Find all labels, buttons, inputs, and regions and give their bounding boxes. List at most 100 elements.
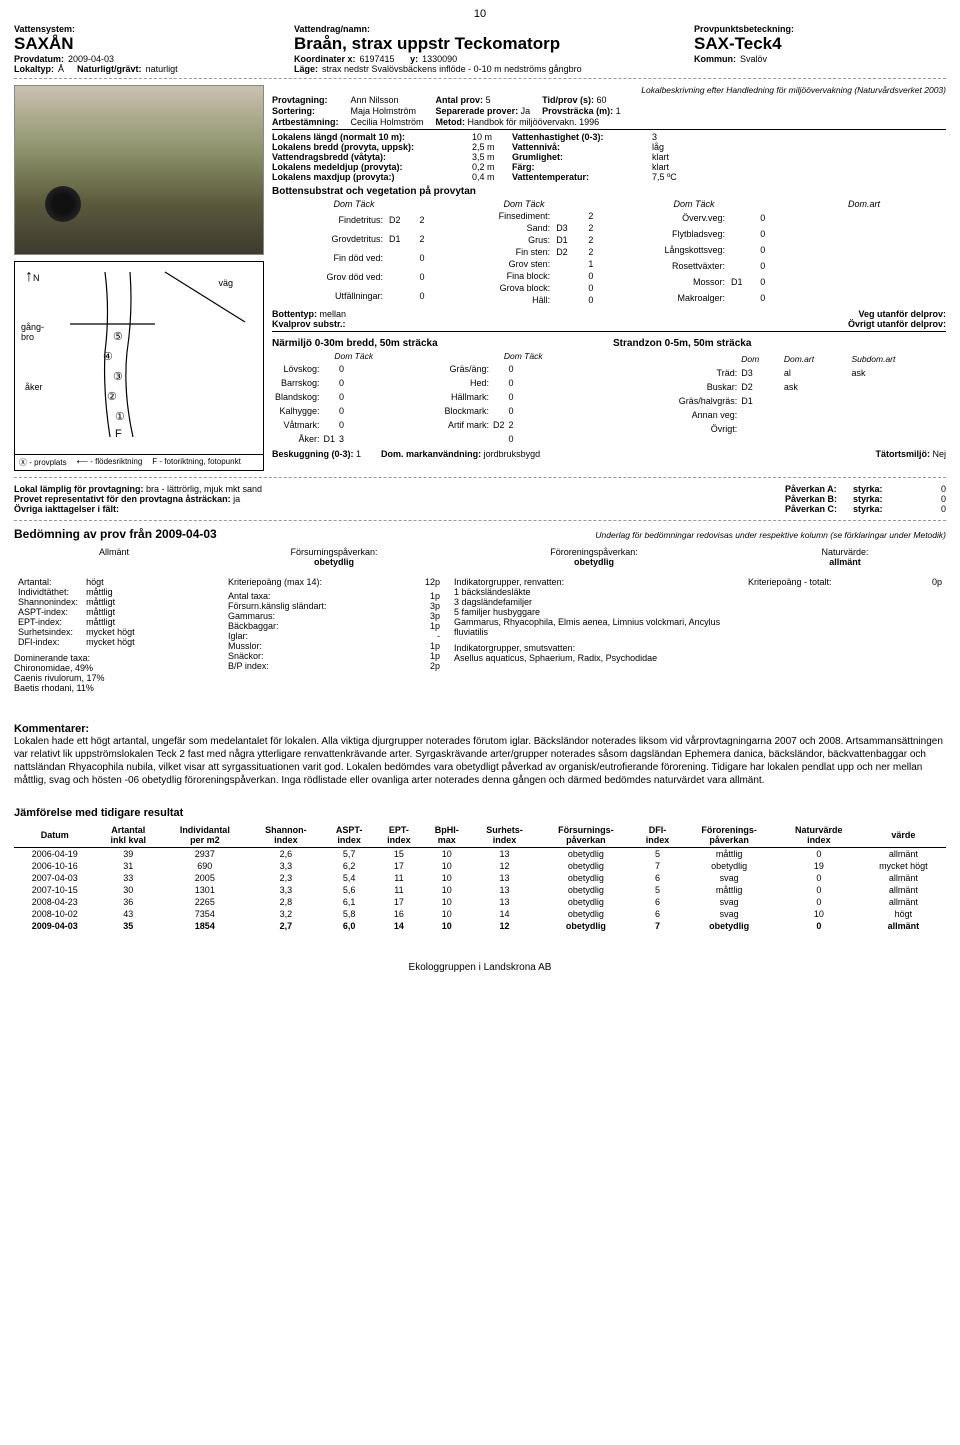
legend-foto: F - fotoriktning, fotopunkt [152, 457, 241, 468]
antal-k: Antal prov: [436, 95, 484, 105]
lamplig-v2: ja [233, 494, 240, 504]
top-block: ↑N väg gång- bro åker F ⑤ ④ ③ ② ① Ⓧ - pr… [14, 85, 946, 471]
provstracka: 1 [616, 106, 621, 116]
lokaltyp-label: Lokaltyp: [14, 64, 54, 74]
allmant-col: Artantal:högtIndividtäthet:måttligShanno… [14, 577, 214, 693]
artbest-k: Artbestämning: [272, 117, 339, 127]
provpunkt: SAX-Teck4 [694, 34, 946, 54]
assessment-grid: Allmänt Försurningspåverkan:obetydlig Fö… [14, 547, 946, 693]
paverkan-block: Påverkan A:styrka:0 Påverkan B:styrka:0 … [785, 484, 946, 514]
lage: strax nedstr Svalövsbäckens inflöde - 0-… [322, 64, 582, 74]
lamplig-v1: bra - lättrörlig, mjuk mkt sand [146, 484, 262, 494]
site-map: ↑N väg gång- bro åker F ⑤ ④ ③ ② ① Ⓧ - pr… [14, 261, 264, 471]
bedom-underlag: Underlag för bedömningar redovisas under… [595, 530, 946, 540]
bottentyp-k: Bottentyp: [272, 309, 317, 319]
legend-provplats: Ⓧ - provplats [19, 457, 67, 468]
sortering-k: Sortering: [272, 106, 339, 116]
provtagning: Ann Nilsson [351, 95, 424, 105]
ovrigt-utan-k: Övrigt utanför delprov: [848, 319, 946, 329]
legend-flow: ⟵ - flödesriktning [77, 457, 143, 468]
lokal-rows: Lokalens längd (normalt 10 m):10 mVatten… [272, 132, 946, 182]
colh-3: Dom Täck [612, 199, 776, 209]
tid-k: Tid/prov (s): [542, 95, 594, 105]
footer: Ekologgruppen i Landskrona AB [14, 962, 946, 973]
provdatum-label: Provdatum: [14, 54, 64, 64]
kommentar-text: Lokalen hade ett högt artantal, ungefär … [14, 735, 946, 787]
artbest: Cecilia Holmström [351, 117, 424, 127]
map-num-5: ⑤ [113, 330, 123, 343]
veg-utan-k: Veg utanför delprov: [858, 309, 946, 319]
bottentyp: mellan [320, 309, 347, 319]
map-legend: Ⓧ - provplats ⟵ - flödesriktning F - fot… [15, 454, 263, 470]
lamplig-k1: Lokal lämplig för provtagning: [14, 484, 144, 494]
pav-c-k: Påverkan C: [785, 504, 837, 514]
natur-col: Kriteriepoäng - totalt:0p [744, 577, 946, 693]
colh-1: Dom Täck [272, 199, 436, 209]
domtaxa-k: Dominerande taxa: [14, 653, 214, 663]
botten-title: Bottensubstrat och vegetation på provyta… [272, 186, 946, 197]
lamplig-k3: Övriga iakttagelser i fält: [14, 504, 119, 514]
pav-a-k: Påverkan A: [785, 484, 837, 494]
vattendrag-label: Vattendrag/namn: [294, 24, 694, 34]
sep: Ja [521, 106, 531, 116]
provdatum: 2009-04-03 [68, 54, 114, 64]
dommark: jordbruksbygd [484, 449, 541, 459]
provpunkt-label: Provpunktsbeteckning: [694, 24, 946, 34]
nat: naturligt [146, 64, 178, 74]
kommun-label: Kommun: [694, 54, 736, 64]
narmiljo-title1: Närmiljö 0-30m bredd, 50m sträcka [272, 338, 605, 349]
natur-v: allmänt [744, 557, 946, 567]
pav-c: 0 [941, 504, 946, 514]
indik-ren-k: Indikatorgrupper, renvatten: [454, 577, 734, 587]
botten-substrate: Dom Täck Dom Täck Dom Täck Dom.art Finde… [272, 199, 946, 307]
kommentar-title: Kommentarer: [14, 723, 946, 735]
forsurn-h: Försurningspåverkan: [290, 547, 377, 557]
forsurn-col: Kriteriepoäng (max 14):12p Antal taxa:1p… [224, 577, 444, 693]
krit-k: Kriteriepoäng (max 14): [224, 577, 403, 587]
krit-tot-v: 0p [913, 577, 946, 587]
bedom-title: Bedömning av prov från 2009-04-03 [14, 527, 217, 541]
dommark-k: Dom. markanvändning: [381, 449, 481, 459]
allmant-h: Allmänt [14, 547, 214, 567]
natur-h: Naturvärde: [821, 547, 868, 557]
colh-4: Dom.art [782, 199, 946, 209]
map-num-1: ① [115, 410, 125, 423]
map-num-2: ② [107, 390, 117, 403]
jamfor-table: DatumArtantal inkl kvalIndividantal per … [14, 823, 946, 932]
vattensystem: SAXÅN [14, 34, 294, 54]
provstracka-k: Provsträcka (m): [542, 106, 613, 116]
prov-info: Provtagning:Ann Nilsson Antal prov: 5 Ti… [272, 95, 946, 127]
koordx: 6197415 [360, 54, 395, 64]
fororen-col: Indikatorgrupper, renvatten: 1 bäcksländ… [454, 577, 734, 693]
lamplig-block: Lokal lämplig för provtagning: bra - lät… [14, 484, 946, 514]
pav-sty-b: styrka: [853, 494, 933, 504]
nat-label: Naturligt/grävt: [77, 64, 142, 74]
header: Vattensystem: SAXÅN Provdatum: 2009-04-0… [14, 24, 946, 79]
lage-label: Läge: [294, 64, 318, 74]
koordy: 1330090 [422, 54, 457, 64]
site-photo [14, 85, 264, 255]
pav-sty-a: styrka: [853, 484, 933, 494]
pav-a: 0 [941, 484, 946, 494]
sortering: Maja Holmström [351, 106, 424, 116]
pav-sty-c: styrka: [853, 504, 933, 514]
tid: 60 [596, 95, 606, 105]
koordx-label: Koordinater x: [294, 54, 356, 64]
provtagning-k: Provtagning: [272, 95, 339, 105]
vattendrag: Braån, strax uppstr Teckomatorp [294, 34, 694, 54]
koordy-label: y: [410, 54, 418, 64]
narm-colh-a: Dom Täck [272, 351, 436, 361]
sep-k: Separerade prover: [436, 106, 519, 116]
narmiljo-title2: Strandzon 0-5m, 50m sträcka [613, 338, 946, 349]
krit-tot-k: Kriteriepoäng - totalt: [744, 577, 913, 587]
map-num-3: ③ [113, 370, 123, 383]
narmiljo: Närmiljö 0-30m bredd, 50m sträcka Dom Tä… [272, 334, 946, 447]
metod-k: Metod: [436, 117, 466, 127]
tatort-k: Tätortsmiljö: [875, 449, 930, 459]
beskugg: 1 [356, 449, 361, 459]
beskugg-k: Beskuggning (0-3): [272, 449, 354, 459]
kommun: Svalöv [740, 54, 767, 64]
tatort: Nej [932, 449, 946, 459]
lokaltyp: Å [58, 64, 64, 74]
fororen-h: Föroreningspåverkan: [550, 547, 638, 557]
